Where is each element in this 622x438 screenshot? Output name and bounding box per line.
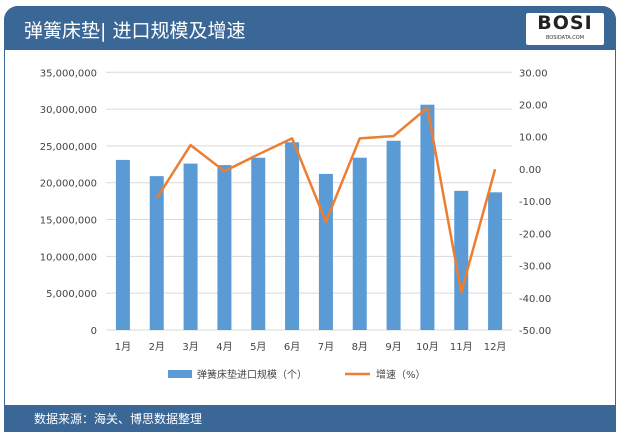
right-tick-label: -10.00 — [519, 197, 551, 208]
right-tick-label: 10.00 — [519, 133, 548, 144]
left-tick-label: 30,000,000 — [40, 105, 97, 116]
right-tick-label: -40.00 — [519, 294, 551, 305]
x-tick-label: 1月 — [115, 341, 131, 353]
x-tick-label: 11月 — [450, 341, 473, 353]
left-tick-label: 25,000,000 — [40, 142, 97, 153]
x-tick-label: 10月 — [416, 341, 439, 353]
left-tick-label: 20,000,000 — [40, 179, 97, 190]
bar — [488, 192, 503, 330]
left-tick-label: 10,000,000 — [40, 252, 97, 263]
bar — [420, 104, 435, 331]
bar — [217, 165, 232, 330]
combo-chart: 0 5,000,000 10,000,000 15,000,000 20,000,000… — [40, 68, 552, 381]
page-title: 弹簧床垫| 进口规模及增速 — [24, 20, 246, 42]
legend-bar-swatch — [168, 370, 192, 378]
bar — [149, 176, 164, 330]
x-tick-label: 12月 — [484, 341, 507, 353]
left-tick-label: 0 — [91, 326, 97, 337]
bar — [318, 173, 333, 330]
left-tick-label: 15,000,000 — [40, 216, 97, 227]
right-tick-label: -30.00 — [519, 262, 551, 273]
header-bar: 弹簧床垫| 进口规模及增速 BOSI BOSIDATA.COM — [4, 6, 616, 50]
right-tick-label: -50.00 — [519, 326, 551, 337]
x-tick-label: 3月 — [182, 341, 198, 353]
bosi-logo: BOSI BOSIDATA.COM — [526, 13, 604, 45]
x-tick-label: 7月 — [318, 341, 334, 353]
legend-line-label: 增速（%） — [376, 368, 426, 381]
right-tick-label: 0.00 — [519, 165, 541, 176]
footer-bar: 数据来源：海关、博思数据整理 — [4, 405, 616, 432]
x-tick-label: 2月 — [149, 341, 165, 353]
bar — [352, 157, 367, 330]
bar — [251, 157, 266, 330]
right-tick-label: -20.00 — [519, 229, 551, 240]
x-tick-label: 5月 — [250, 341, 266, 353]
growth-line — [155, 106, 497, 294]
bar — [454, 190, 469, 330]
x-tick-label: 4月 — [216, 341, 232, 353]
bar — [183, 163, 198, 330]
data-source: 数据来源：海关、博思数据整理 — [34, 412, 203, 426]
x-tick-label: 6月 — [284, 341, 300, 353]
left-tick-label: 5,000,000 — [46, 289, 97, 300]
bar — [386, 140, 401, 330]
x-tick-label: 9月 — [385, 341, 401, 353]
x-tick-label: 8月 — [352, 341, 368, 353]
left-tick-label: 35,000,000 — [40, 68, 97, 79]
legend-bar-label: 弹簧床垫进口规模（个） — [197, 368, 307, 381]
right-tick-label: 20.00 — [519, 101, 548, 112]
right-tick-label: 30.00 — [519, 68, 548, 79]
bar — [285, 142, 300, 330]
bar — [115, 159, 130, 330]
